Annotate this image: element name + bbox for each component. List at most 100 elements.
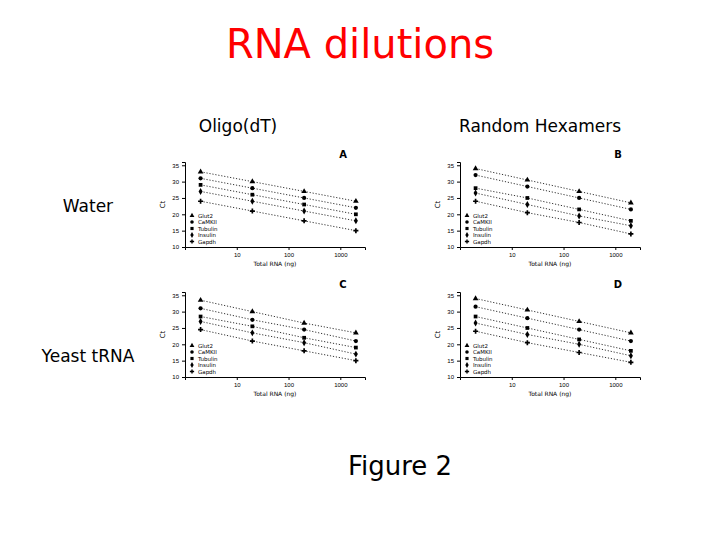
legend-marker: [465, 362, 468, 368]
y-tick-label: 15: [447, 358, 454, 364]
plot-area: [473, 165, 634, 236]
x-axis-line: [186, 378, 366, 381]
plot-area: [198, 297, 359, 363]
x-tick: 1000: [609, 247, 623, 258]
series-line: [201, 308, 356, 341]
y-tick: 20: [172, 342, 185, 348]
y-tick-label: 35: [447, 163, 454, 169]
series-line: [476, 323, 631, 356]
y-tick: 10: [447, 374, 460, 380]
series-line: [201, 317, 356, 348]
data-point: [198, 306, 202, 310]
legend-entry: Gapdh: [198, 369, 217, 376]
x-tick-label: 10: [234, 382, 241, 388]
panel: 101001000Total RNA (ng)101520253035CtAGl…: [159, 149, 366, 268]
x-tick-label: 1000: [334, 382, 348, 388]
y-tick-label: 15: [447, 228, 454, 234]
legend-entry: Insulin: [473, 362, 492, 368]
series-line: [476, 169, 631, 203]
data-point: [525, 201, 529, 208]
y-tick-mark: [457, 344, 460, 345]
x-axis: 101001000: [461, 247, 641, 258]
y-tick-mark: [182, 328, 185, 329]
y-tick-label: 25: [447, 195, 454, 201]
y-tick: 10: [172, 244, 185, 250]
data-point: [629, 222, 633, 229]
data-point: [628, 360, 633, 365]
legend-marker: [190, 350, 194, 354]
data-point: [198, 297, 204, 302]
x-tick-label: 1000: [609, 252, 623, 258]
y-axis: 101520253035: [172, 293, 185, 381]
data-point: [302, 203, 306, 207]
data-point: [199, 315, 203, 319]
series-line: [476, 299, 631, 333]
data-point: [198, 176, 202, 180]
y-tick-mark: [182, 182, 185, 183]
data-point: [525, 340, 530, 345]
x-axis-title: Total RNA (ng): [528, 390, 572, 398]
legend: Glut2CaMKIITubulinInsulinGapdh: [190, 343, 218, 376]
data-point: [474, 320, 478, 327]
x-axis-line: [461, 378, 641, 381]
x-tick-label: 10: [234, 252, 241, 258]
legend-marker: [465, 232, 468, 238]
y-tick: 25: [172, 195, 185, 201]
x-tick: 100: [284, 377, 295, 388]
y-axis: 101520253035: [172, 163, 185, 251]
data-point: [250, 308, 256, 313]
x-tick: 100: [559, 377, 570, 388]
legend-entry: Tubulin: [472, 226, 493, 232]
y-tick-label: 15: [172, 228, 179, 234]
x-tick: 100: [559, 247, 570, 258]
x-tick-mark: [289, 247, 290, 250]
data-point: [353, 358, 358, 363]
y-tick: 30: [447, 179, 460, 185]
data-point: [353, 198, 359, 203]
x-tick: 10: [509, 377, 516, 388]
x-tick-mark: [237, 247, 238, 250]
series-line: [476, 201, 631, 234]
legend-entry: CaMKII: [473, 349, 492, 355]
panel-title: D: [614, 279, 622, 290]
x-axis: 101001000: [186, 247, 366, 258]
legend-entry: Glut2: [198, 213, 213, 219]
legend-marker: [190, 343, 195, 347]
data-point: [473, 173, 477, 177]
legend-entry: Glut2: [473, 213, 488, 219]
legend-marker: [465, 343, 470, 347]
y-tick-label: 20: [172, 212, 179, 218]
y-tick-label: 30: [447, 179, 454, 185]
series-line: [201, 172, 356, 201]
y-tick-mark: [457, 182, 460, 183]
y-tick-label: 35: [172, 293, 179, 299]
data-point: [525, 177, 531, 182]
x-tick-label: 100: [559, 252, 570, 258]
y-tick: 15: [172, 228, 185, 234]
x-axis: 10 100 1000: [186, 377, 366, 388]
legend-marker: [465, 220, 469, 224]
data-point: [525, 307, 531, 312]
legend-marker: [190, 232, 193, 238]
data-point: [629, 352, 633, 359]
y-tick-mark: [182, 231, 185, 232]
legend-entry: Gapdh: [198, 239, 217, 246]
data-point: [302, 208, 306, 215]
y-tick-label: 25: [172, 195, 179, 201]
y-tick-label: 20: [172, 342, 179, 348]
y-tick: 15: [172, 358, 185, 364]
y-tick-mark: [182, 247, 185, 248]
y-axis-line: [457, 293, 461, 378]
x-tick-label: 10: [509, 382, 516, 388]
x-tick-mark: [289, 377, 290, 380]
legend-marker: [465, 227, 468, 230]
data-point: [473, 295, 479, 300]
y-axis-title: Ct: [159, 200, 167, 208]
data-point: [629, 349, 633, 353]
y-axis-line: [182, 163, 186, 248]
panel-title: C: [339, 279, 346, 290]
y-tick-mark: [457, 198, 460, 199]
y-tick-mark: [182, 214, 185, 215]
data-point: [250, 186, 254, 190]
y-tick-mark: [182, 198, 185, 199]
